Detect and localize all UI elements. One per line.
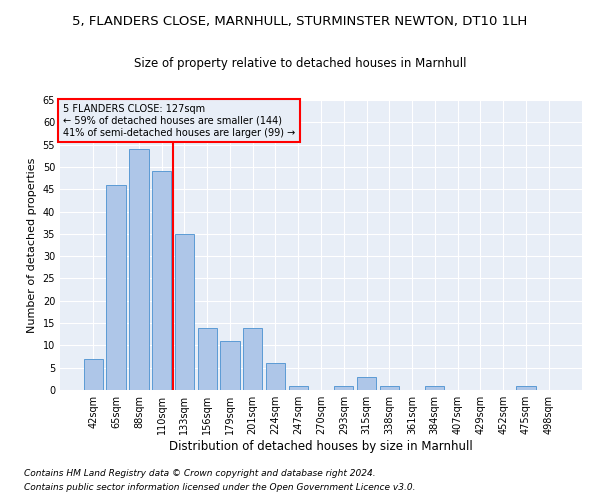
Bar: [357, 376, 376, 390]
Bar: [129, 149, 149, 390]
Y-axis label: Number of detached properties: Number of detached properties: [27, 158, 37, 332]
Text: Contains public sector information licensed under the Open Government Licence v3: Contains public sector information licen…: [24, 484, 415, 492]
Bar: [266, 363, 285, 390]
X-axis label: Distribution of detached houses by size in Marnhull: Distribution of detached houses by size …: [169, 440, 473, 453]
Text: Contains HM Land Registry data © Crown copyright and database right 2024.: Contains HM Land Registry data © Crown c…: [24, 468, 376, 477]
Bar: [516, 386, 536, 390]
Text: 5, FLANDERS CLOSE, MARNHULL, STURMINSTER NEWTON, DT10 1LH: 5, FLANDERS CLOSE, MARNHULL, STURMINSTER…: [73, 15, 527, 28]
Bar: [106, 185, 126, 390]
Bar: [152, 172, 172, 390]
Bar: [425, 386, 445, 390]
Bar: [334, 386, 353, 390]
Bar: [243, 328, 262, 390]
Bar: [84, 359, 103, 390]
Bar: [197, 328, 217, 390]
Bar: [175, 234, 194, 390]
Bar: [380, 386, 399, 390]
Bar: [220, 341, 239, 390]
Text: Size of property relative to detached houses in Marnhull: Size of property relative to detached ho…: [134, 58, 466, 70]
Text: 5 FLANDERS CLOSE: 127sqm
← 59% of detached houses are smaller (144)
41% of semi-: 5 FLANDERS CLOSE: 127sqm ← 59% of detach…: [62, 104, 295, 138]
Bar: [289, 386, 308, 390]
